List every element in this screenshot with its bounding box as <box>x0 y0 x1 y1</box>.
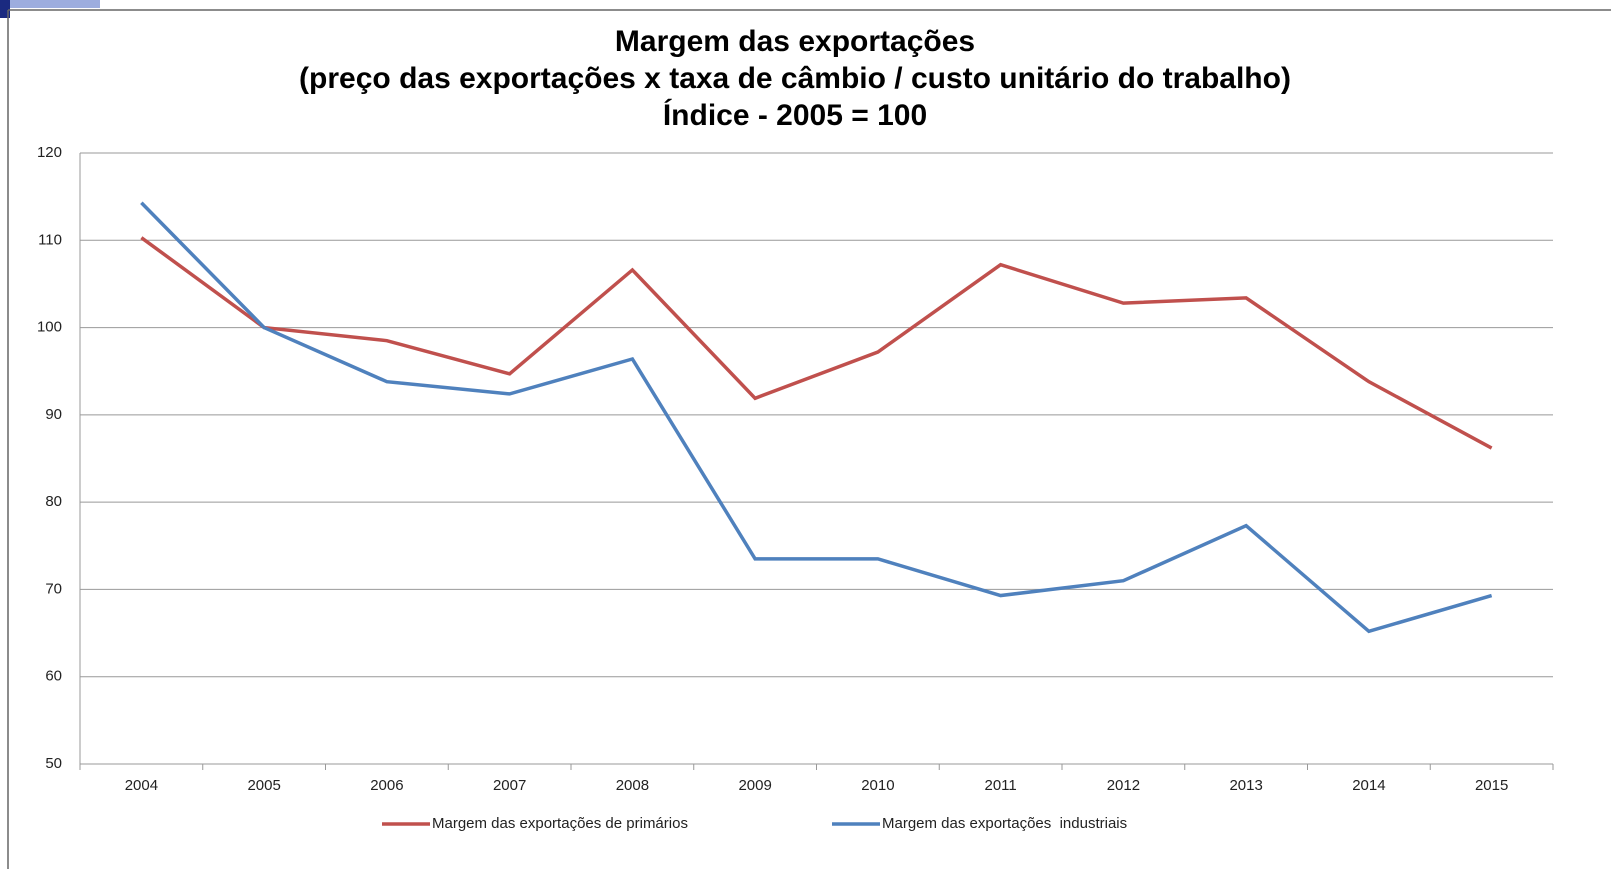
corner-decoration <box>0 0 100 8</box>
x-tick-label: 2010 <box>861 777 894 794</box>
y-tick-label: 120 <box>37 144 62 161</box>
y-tick-label: 60 <box>45 668 62 685</box>
x-tick-label: 2014 <box>1352 777 1385 794</box>
x-tick-label: 2004 <box>125 777 158 794</box>
y-tick-label: 50 <box>45 755 62 772</box>
data-line <box>140 236 1493 450</box>
x-tick-label: 2005 <box>247 777 280 794</box>
x-tick-label: 2011 <box>984 777 1016 794</box>
chart-title: Margem das exportações <box>615 25 975 58</box>
x-tick-label: 2013 <box>1229 777 1262 794</box>
chart-title: Índice - 2005 = 100 <box>663 98 927 132</box>
y-tick-label: 70 <box>45 580 62 597</box>
corner-decoration <box>0 0 10 18</box>
y-tick-label: 100 <box>37 319 62 336</box>
y-tick-label: 90 <box>45 406 62 423</box>
legend-label: Margem das exportações industriais <box>882 815 1127 832</box>
data-line <box>140 201 1493 634</box>
chart-title: (preço das exportações x taxa de câmbio … <box>299 62 1291 95</box>
y-tick-label: 80 <box>45 493 62 510</box>
x-tick-label: 2015 <box>1475 777 1508 794</box>
x-tick-label: 2007 <box>493 777 526 794</box>
legend-label: Margem das exportações de primários <box>432 815 688 832</box>
y-tick-label: 110 <box>38 231 62 248</box>
x-tick-label: 2009 <box>738 777 771 794</box>
x-tick-label: 2008 <box>616 777 649 794</box>
x-tick-label: 2012 <box>1107 777 1140 794</box>
x-tick-label: 2006 <box>370 777 403 794</box>
